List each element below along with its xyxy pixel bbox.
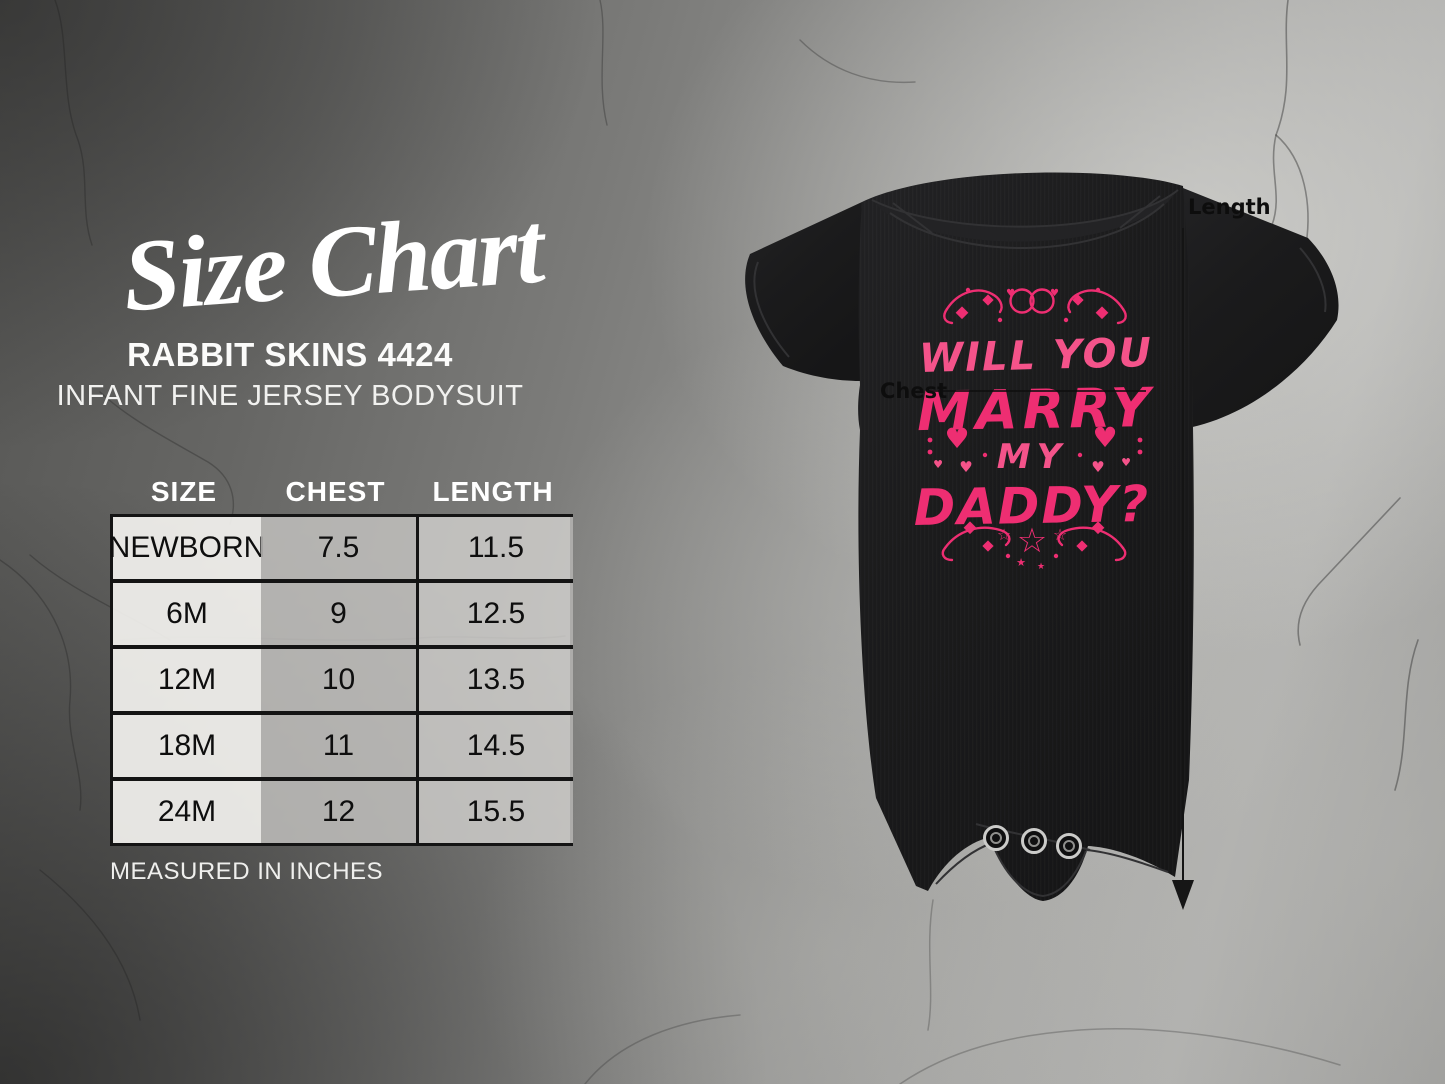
star-icon: ★ bbox=[1016, 556, 1026, 569]
crack-line bbox=[927, 899, 934, 1031]
size-cell: 12M bbox=[113, 649, 261, 711]
heart-icon: ♥ bbox=[959, 458, 972, 476]
column-header-chest: CHEST bbox=[285, 476, 386, 507]
size-cell: 24M bbox=[113, 781, 261, 843]
table-body: NEWBORN 7.5 11.5 6M 9 12.5 12M 10 13.5 1… bbox=[109, 514, 573, 846]
heart-icon: ♥ bbox=[1121, 456, 1131, 469]
product-name: RABBIT SKINS 4424 bbox=[127, 336, 453, 373]
right-sleeve bbox=[1174, 186, 1339, 430]
crack-line bbox=[0, 559, 82, 811]
crack-line bbox=[54, 0, 93, 246]
size-cell: 18M bbox=[113, 715, 261, 777]
hearts-cluster: ♥ ♥ ♥ ♥ ♥ ♥ bbox=[927, 421, 1143, 476]
snap-icon bbox=[983, 825, 1009, 851]
snap-icon bbox=[1021, 828, 1047, 854]
heart-icon: ♥ bbox=[944, 422, 969, 455]
crack-line bbox=[99, 391, 234, 525]
length-label: Length bbox=[1188, 195, 1271, 219]
length-cell: 15.5 bbox=[416, 781, 573, 843]
left-sleeve bbox=[745, 202, 862, 381]
bodysuit-silhouette bbox=[745, 172, 1339, 902]
table-row: 24M 12 15.5 bbox=[113, 781, 573, 843]
product-subtitle: INFANT FINE JERSEY BODYSUIT bbox=[56, 380, 524, 412]
measurement-annotations: Chest Length bbox=[880, 195, 1271, 910]
crack-line bbox=[599, 0, 608, 126]
length-cell: 14.5 bbox=[416, 715, 573, 777]
snap-icon bbox=[1028, 835, 1040, 847]
table-header-row: SIZE CHEST LENGTH bbox=[110, 470, 573, 514]
crack-line bbox=[1394, 639, 1419, 791]
crack-line bbox=[584, 1014, 741, 1084]
heart-icon: ♥ bbox=[1091, 458, 1104, 476]
crack-line bbox=[39, 869, 141, 1021]
table-row: 6M 9 12.5 bbox=[113, 583, 573, 649]
length-measure-arrow bbox=[1172, 228, 1194, 910]
snap-icon bbox=[1056, 833, 1082, 859]
size-cell: NEWBORN bbox=[109, 517, 265, 579]
print-line-2: MARRY bbox=[917, 376, 1156, 443]
chest-label: Chest bbox=[880, 379, 947, 403]
chest-cell: 10 bbox=[261, 649, 416, 711]
star-icon: ☆ bbox=[1053, 525, 1067, 544]
print-line-4: DADDY? bbox=[913, 475, 1151, 537]
ring bbox=[1029, 288, 1055, 314]
table-row: 18M 11 14.5 bbox=[113, 715, 573, 781]
snap-icon bbox=[1063, 840, 1075, 852]
units-note: MEASURED IN INCHES bbox=[110, 858, 384, 885]
star-icon: ☆ bbox=[1017, 521, 1047, 561]
collar-band bbox=[872, 190, 1178, 242]
left-cuff-stitch bbox=[753, 261, 790, 358]
length-cell: 11.5 bbox=[416, 517, 573, 579]
print-design: ♥ ♥ WILL YOU MARRY MY DADDY? ♥ ♥ ♥ ♥ bbox=[913, 287, 1156, 572]
crack-line bbox=[799, 39, 916, 84]
heart-icon: ♥ bbox=[933, 458, 943, 471]
column-header-length: LENGTH bbox=[432, 476, 554, 507]
left-shoulder-seam bbox=[892, 202, 933, 234]
length-cell: 13.5 bbox=[416, 649, 573, 711]
flourish-stars-icon: ☆ ☆ ☆ ★ ★ bbox=[941, 521, 1127, 572]
crack-line bbox=[1297, 497, 1401, 646]
torso-rib-texture bbox=[858, 172, 1194, 902]
crotch-snaps bbox=[983, 825, 1082, 859]
wedding-rings-icon: ♥ ♥ bbox=[1006, 288, 1059, 314]
right-leg-trim bbox=[1085, 849, 1169, 873]
right-cuff-stitch bbox=[1299, 247, 1327, 313]
heart-icon: ♥ bbox=[1092, 421, 1117, 454]
chest-cell: 9 bbox=[261, 583, 416, 645]
length-cell: 12.5 bbox=[416, 583, 573, 645]
print-line-1: WILL YOU bbox=[918, 330, 1153, 382]
size-cell: 6M bbox=[113, 583, 261, 645]
chest-cell: 7.5 bbox=[261, 517, 416, 579]
chest-cell: 11 bbox=[261, 715, 416, 777]
baby-bodysuit-mockup: ♥ ♥ WILL YOU MARRY MY DADDY? ♥ ♥ ♥ ♥ bbox=[745, 172, 1339, 910]
chest-cell: 12 bbox=[261, 781, 416, 843]
crack-line bbox=[899, 1028, 1341, 1084]
print-line-3: MY bbox=[997, 437, 1067, 477]
table-row: 12M 10 13.5 bbox=[113, 649, 573, 715]
star-icon: ★ bbox=[1037, 562, 1045, 572]
star-icon: ☆ bbox=[997, 525, 1011, 544]
ring bbox=[1009, 288, 1035, 314]
crack-line bbox=[1275, 134, 1309, 246]
neckline-stitch bbox=[889, 203, 1165, 249]
right-shoulder-seam bbox=[1119, 195, 1161, 229]
table-row: NEWBORN 7.5 11.5 bbox=[109, 517, 573, 583]
crotch-flap-trim bbox=[991, 842, 1087, 898]
snap-icon bbox=[990, 832, 1002, 844]
size-chart-table: SIZE CHEST LENGTH NEWBORN 7.5 11.5 6M 9 … bbox=[109, 470, 573, 846]
heart-icon: ♥ bbox=[1050, 288, 1059, 299]
column-header-size: SIZE bbox=[150, 476, 218, 507]
heart-icon: ♥ bbox=[1006, 288, 1015, 299]
